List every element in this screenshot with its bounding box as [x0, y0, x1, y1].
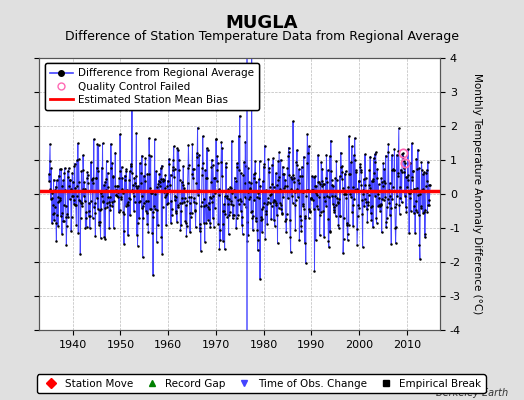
Legend: Difference from Regional Average, Quality Control Failed, Estimated Station Mean: Difference from Regional Average, Qualit… — [45, 63, 259, 110]
Text: Berkeley Earth: Berkeley Earth — [436, 388, 508, 398]
Text: Difference of Station Temperature Data from Regional Average: Difference of Station Temperature Data f… — [65, 30, 459, 43]
Y-axis label: Monthly Temperature Anomaly Difference (°C): Monthly Temperature Anomaly Difference (… — [472, 73, 482, 315]
Legend: Station Move, Record Gap, Time of Obs. Change, Empirical Break: Station Move, Record Gap, Time of Obs. C… — [37, 374, 486, 393]
Text: MUGLA: MUGLA — [226, 14, 298, 32]
